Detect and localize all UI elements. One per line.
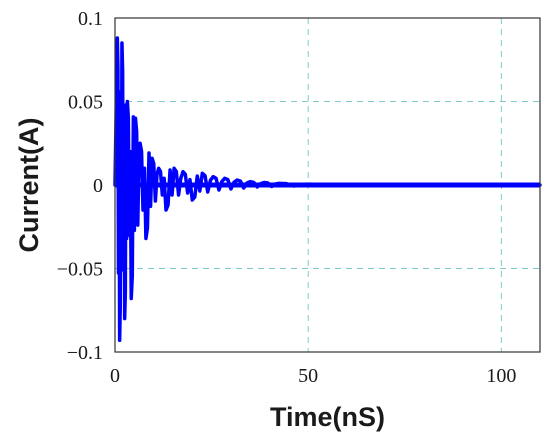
y-tick-label: −0.1 [67,342,103,364]
x-tick-label: 100 [486,365,516,387]
x-axis-label: Time(nS) [270,402,385,432]
y-tick-label: 0.1 [78,8,103,30]
x-tick-label: 0 [110,365,120,387]
plot-area [113,36,542,343]
y-tick-label: −0.05 [57,259,103,281]
x-tick-label: 50 [298,365,318,387]
y-axis-label: Current(A) [14,118,44,253]
x-axis-ticks: 0 50 100 [110,365,516,387]
y-tick-label: 0 [93,175,103,197]
y-axis-ticks: −0.1 −0.05 0 0.05 0.1 [57,8,103,364]
plot-frame [114,17,541,353]
y-tick-label: 0.05 [68,92,103,114]
